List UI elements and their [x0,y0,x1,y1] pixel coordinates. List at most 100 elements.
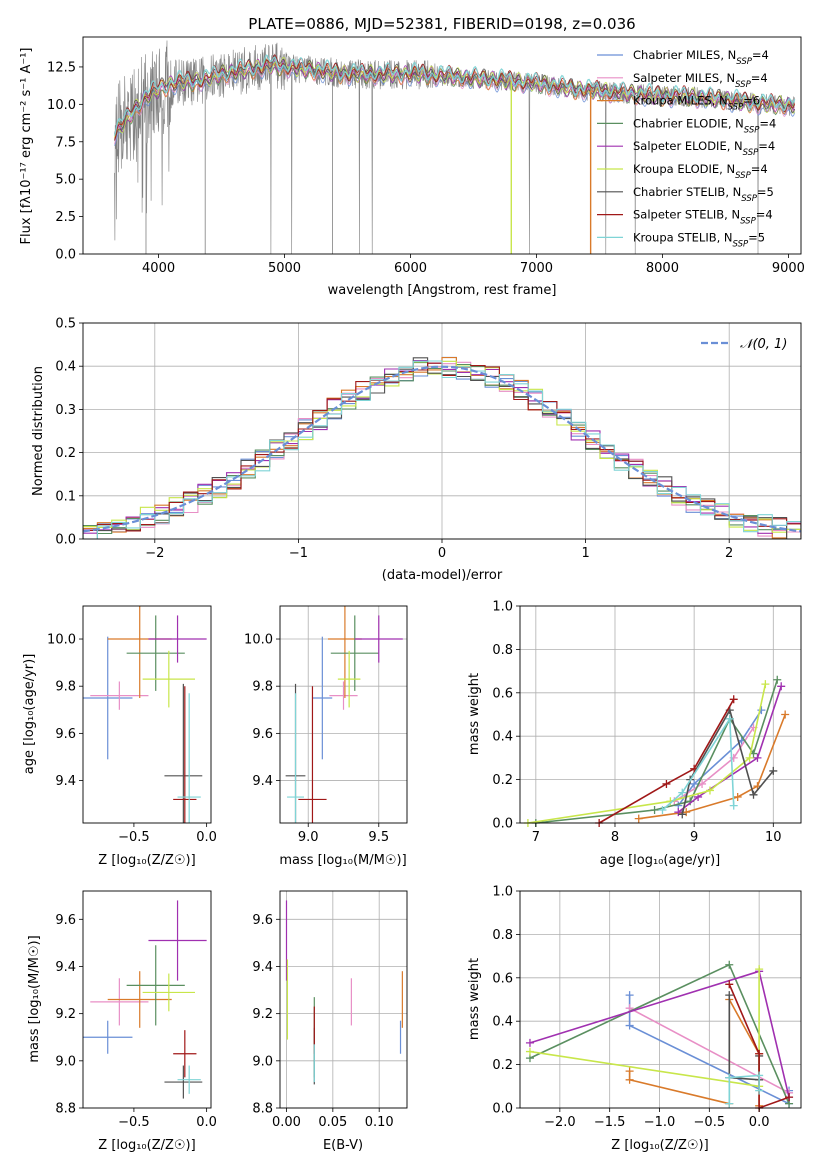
plus-marker [755,1086,764,1095]
weight-vs-metallicity-axes-frame [519,890,802,1109]
mass-vs-reddening-axes-frame [279,890,408,1109]
mass-weight-series-2 [629,1007,790,1094]
mass-weight-series-4 [535,679,779,824]
y-tick-label: 0.0 [492,1102,513,1117]
x-tick-label: 0.05 [318,1115,347,1130]
x-tick-label: −1 [289,546,308,561]
x-tick-label: 8 [611,830,619,845]
weight-vs-metallicity-ylabel: mass weight [467,958,482,1040]
mass-vs-reddening-plot-area [285,900,403,1085]
weight-vs-age-xlabel: age [log₁₀(age/yr)] [600,853,721,868]
plus-marker [625,991,634,1000]
plus-marker [625,1067,634,1076]
y-tick-label: 9.6 [55,913,76,928]
x-tick-label: −2.0 [544,1115,576,1130]
x-tick-label: 0.0 [196,1115,217,1130]
y-tick-label: 5.0 [55,173,76,188]
plus-marker [769,766,778,775]
model-fit-line-9 [113,54,796,136]
plus-marker [725,1073,734,1082]
plus-marker [725,714,734,723]
residuals-panel: −2 −1 0 1 2 0.0 0.1 0.2 0.3 0.4 0.5 (data-model)/e… [31,317,802,583]
plus-marker [650,805,659,814]
residuals-plot-area [83,356,801,539]
spectrum-plot-area [113,40,796,254]
x-tick-label: 2 [725,546,733,561]
mass-weight-series-9 [661,716,735,811]
weight-vs-age-plot-area [523,675,790,827]
plus-marker [625,1075,634,1084]
plus-marker [749,790,758,799]
y-tick-label: 8.8 [252,1102,273,1117]
normal-distribution-curve [83,365,801,533]
plus-marker [729,801,738,810]
age-vs-mass-panel: 9.0 9.5 9.4 9.6 9.8 10.0 mass [log₁₀(M/M☉)] [244,605,408,868]
x-tick-label: −0.5 [118,1115,150,1130]
spectrum-ticks: 4000 5000 6000 7000 8000 9000 0.0 2.5 5.0 7.5 10.0… [47,60,805,276]
mass-vs-reddening-xlabel: E(B-V) [323,1138,363,1153]
age-vs-mass-axes-frame [279,605,408,824]
x-tick-label: 9000 [772,261,805,276]
y-tick-label: 9.6 [252,913,273,928]
mass-vs-metallicity-plot-area [83,900,207,1099]
mass-weight-series-2 [673,727,755,802]
y-tick-label: 0.0 [55,248,76,263]
y-tick-label: 9.4 [252,960,273,975]
residuals-ticks: −2 −1 0 1 2 0.0 0.1 0.2 0.3 0.4 0.5 [55,317,733,562]
age-vs-metallicity-axes-frame [82,605,212,824]
x-tick-label: −1.5 [594,1115,626,1130]
spectrum-xlabel: wavelength [Angstrom, rest frame] [328,283,557,298]
mass-weight-series-8 [598,698,735,824]
y-tick-label: 9.0 [55,1054,76,1069]
plus-marker [733,792,742,801]
age-vs-metallicity-ticks: −0.5 0.0 9.4 9.6 9.8 10.0 [47,633,217,845]
y-tick-label: 9.8 [252,680,273,695]
y-tick-label: 9.6 [55,727,76,742]
model-fit-line-7 [114,56,796,141]
plus-marker [757,706,766,715]
x-tick-label: 0.0 [749,1115,770,1130]
x-tick-label: 9.0 [298,830,319,845]
x-tick-label: −0.5 [694,1115,726,1130]
y-tick-label: 0.6 [492,971,513,986]
y-tick-label: 9.4 [55,960,76,975]
plus-marker [634,814,643,823]
weight-vs-age-axes-frame [519,605,802,824]
y-tick-label: 0.4 [492,730,513,745]
x-tick-label: 8000 [646,261,679,276]
plus-marker [755,965,764,974]
y-tick-label: 0.5 [55,317,76,332]
weight-vs-metallicity-xlabel: Z [log₁₀(Z/Z☉)] [611,1138,708,1153]
mass-vs-reddening-panel: 0.00 0.05 0.10 8.8 9.0 9.2 9.4 9.6 E(B-V) [252,890,408,1153]
x-tick-label: 0 [438,546,446,561]
plus-marker [690,779,699,788]
plus-marker [755,1049,764,1058]
y-tick-label: 0.1 [55,489,76,504]
x-tick-label: 6000 [394,261,427,276]
mass-vs-metallicity-ticks: −0.5 0.0 8.8 9.0 9.2 9.4 9.6 [55,913,217,1130]
y-tick-label: 0.4 [55,360,76,375]
y-tick-label: 0.0 [492,817,513,832]
y-tick-label: 2.5 [55,210,76,225]
x-tick-label: −0.5 [118,830,150,845]
weight-vs-metallicity-panel: −2.0 −1.5 −1.0 −0.5 0.0 0.0 0.2 0.4 0.6 0.8 1.0 Z … [467,885,802,1153]
x-tick-label: 7000 [520,261,553,276]
y-tick-label: 0.2 [55,446,76,461]
y-tick-label: 7.5 [55,135,76,150]
plus-marker [745,753,754,762]
y-tick-label: 0.8 [492,928,513,943]
plus-marker [625,1021,634,1030]
age-vs-metallicity-plot-area [83,606,207,823]
y-tick-label: 9.2 [55,1007,76,1022]
mass-weight-series-9 [728,1074,760,1104]
y-tick-label: 0.0 [55,533,76,548]
plus-marker [773,675,782,684]
y-tick-label: 9.6 [252,727,273,742]
x-tick-label: 4000 [142,261,175,276]
residual-histogram-step-9 [83,360,801,539]
mass-vs-metallicity-ylabel: mass [log₁₀(M/M☉)] [27,935,42,1062]
mass-weight-series-5 [677,686,782,813]
x-tick-label: 5000 [268,261,301,276]
age-vs-mass-ticks: 9.0 9.5 9.4 9.6 9.8 10.0 [244,633,389,845]
